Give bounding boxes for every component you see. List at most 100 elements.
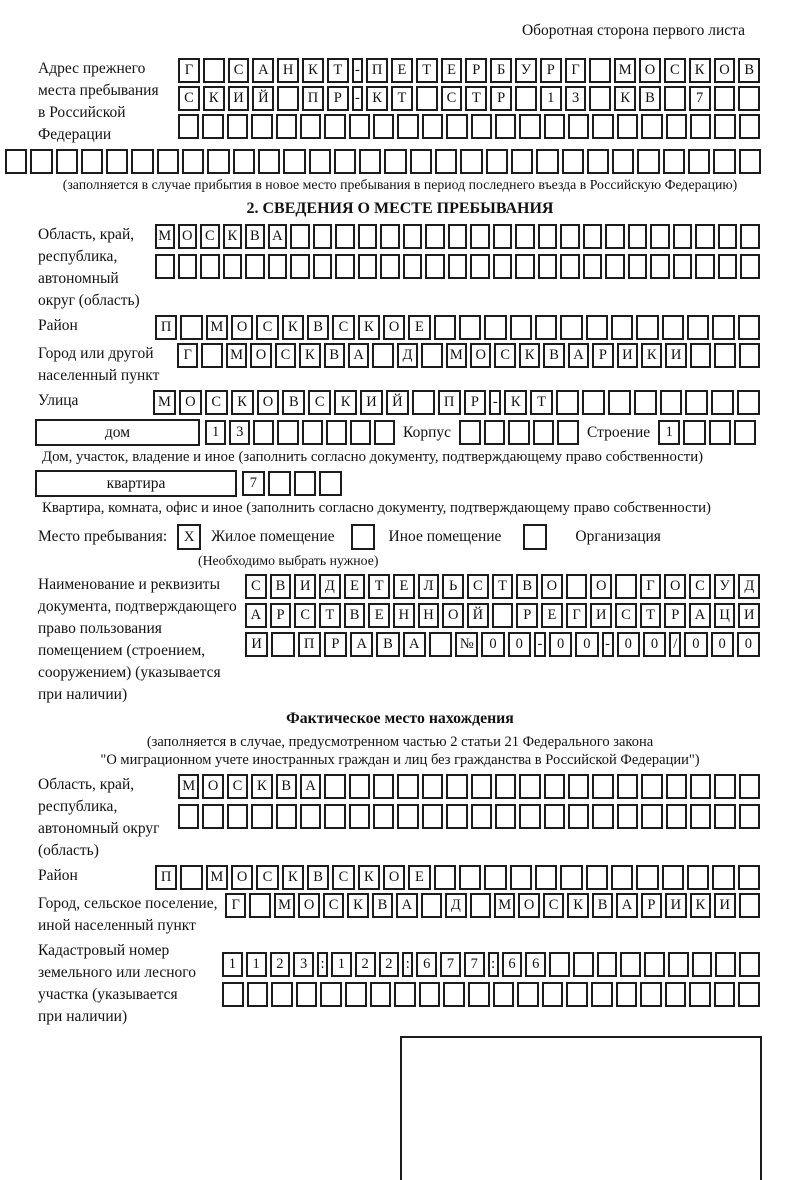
char-cell[interactable] <box>421 774 444 799</box>
char-cell[interactable] <box>560 224 580 249</box>
char-cell[interactable] <box>312 224 333 249</box>
char-cell[interactable] <box>433 865 456 890</box>
char-cell[interactable]: С <box>204 390 228 415</box>
char-cell[interactable]: К <box>641 343 663 368</box>
char-cell[interactable]: М <box>273 893 296 918</box>
char-cell[interactable]: К <box>281 865 304 890</box>
char-cell[interactable]: 0 <box>642 632 667 657</box>
char-cell[interactable] <box>335 224 355 249</box>
char-cell[interactable]: У <box>713 574 736 599</box>
char-cell[interactable]: 7 <box>440 952 461 977</box>
char-cell[interactable] <box>394 982 416 1007</box>
char-cell[interactable] <box>738 86 761 111</box>
char-cell[interactable] <box>397 114 419 139</box>
char-cell[interactable] <box>667 952 689 977</box>
char-cell[interactable]: Р <box>326 86 349 111</box>
char-cell[interactable] <box>469 893 491 918</box>
char-cell[interactable]: И <box>665 343 687 368</box>
char-cell[interactable]: 7 <box>242 471 265 496</box>
char-cell[interactable] <box>348 774 370 799</box>
char-cell[interactable] <box>484 865 507 890</box>
char-cell[interactable] <box>560 254 580 279</box>
char-cell[interactable] <box>686 865 710 890</box>
char-cell[interactable]: П <box>437 390 461 415</box>
char-cell[interactable] <box>372 343 394 368</box>
char-cell[interactable]: Р <box>664 603 687 628</box>
char-cell[interactable]: Р <box>539 58 562 83</box>
char-cell[interactable] <box>712 315 735 340</box>
char-cell[interactable] <box>245 254 265 279</box>
char-cell[interactable] <box>650 254 670 279</box>
char-cell[interactable] <box>333 149 357 174</box>
char-cell[interactable] <box>534 865 558 890</box>
char-cell[interactable] <box>607 390 631 415</box>
char-cell[interactable] <box>689 114 712 139</box>
char-cell[interactable] <box>319 471 342 496</box>
char-cell[interactable] <box>589 86 612 111</box>
char-cell[interactable] <box>470 804 492 829</box>
char-cell[interactable] <box>232 149 255 174</box>
char-cell[interactable] <box>537 254 558 279</box>
char-cell[interactable]: 0 <box>549 632 573 657</box>
char-cell[interactable]: Е <box>440 58 463 83</box>
prev-address-row4[interactable] <box>5 149 761 174</box>
char-cell[interactable] <box>458 865 482 890</box>
char-cell[interactable] <box>425 224 445 249</box>
char-cell[interactable] <box>738 982 761 1007</box>
char-cell[interactable] <box>586 149 610 174</box>
char-cell[interactable]: К <box>230 390 254 415</box>
char-cell[interactable]: Р <box>269 603 292 628</box>
char-cell[interactable]: Р <box>640 893 663 918</box>
char-cell[interactable]: Н <box>277 58 300 83</box>
char-cell[interactable]: Е <box>408 865 431 890</box>
char-cell[interactable] <box>738 149 761 174</box>
char-cell[interactable] <box>357 224 378 249</box>
char-cell[interactable]: 2 <box>378 952 400 977</box>
char-cell[interactable] <box>470 114 492 139</box>
char-cell[interactable] <box>715 952 737 977</box>
char-cell[interactable] <box>428 632 453 657</box>
char-cell[interactable] <box>299 114 322 139</box>
char-cell[interactable]: 1 <box>331 952 352 977</box>
char-cell[interactable] <box>201 343 223 368</box>
char-cell[interactable] <box>560 315 583 340</box>
char-cell[interactable]: К <box>366 86 388 111</box>
char-cell[interactable] <box>717 224 738 249</box>
char-cell[interactable]: К <box>688 58 711 83</box>
char-cell[interactable]: С <box>467 574 489 599</box>
char-cell[interactable] <box>672 254 693 279</box>
char-cell[interactable] <box>688 149 711 174</box>
char-cell[interactable]: П <box>297 632 321 657</box>
char-cell[interactable]: В <box>591 893 614 918</box>
char-cell[interactable] <box>348 114 370 139</box>
char-cell[interactable] <box>222 982 244 1007</box>
char-cell[interactable] <box>568 804 590 829</box>
char-cell[interactable]: А <box>567 343 590 368</box>
char-cell[interactable]: И <box>245 632 269 657</box>
char-cell[interactable]: 1 <box>222 952 243 977</box>
char-cell[interactable]: М <box>493 893 516 918</box>
char-cell[interactable] <box>738 804 760 829</box>
char-cell[interactable]: А <box>396 893 418 918</box>
char-cell[interactable] <box>222 254 243 279</box>
char-cell[interactable] <box>515 224 535 249</box>
char-cell[interactable] <box>585 315 608 340</box>
char-cell[interactable] <box>320 982 342 1007</box>
char-cell[interactable] <box>470 254 490 279</box>
char-cell[interactable]: Г <box>639 574 662 599</box>
char-cell[interactable] <box>695 224 715 249</box>
char-cell[interactable]: К <box>299 343 321 368</box>
char-cell[interactable] <box>156 149 180 174</box>
char-cell[interactable]: А <box>350 632 374 657</box>
char-cell[interactable]: С <box>256 865 279 890</box>
char-cell[interactable] <box>485 149 508 174</box>
char-cell[interactable] <box>566 982 588 1007</box>
char-cell[interactable]: К <box>567 893 589 918</box>
char-cell[interactable] <box>299 804 322 829</box>
char-cell[interactable]: : <box>402 952 414 977</box>
char-cell[interactable]: С <box>274 343 297 368</box>
char-cell[interactable] <box>556 390 579 415</box>
char-cell[interactable]: В <box>738 58 761 83</box>
char-cell[interactable] <box>662 149 686 174</box>
